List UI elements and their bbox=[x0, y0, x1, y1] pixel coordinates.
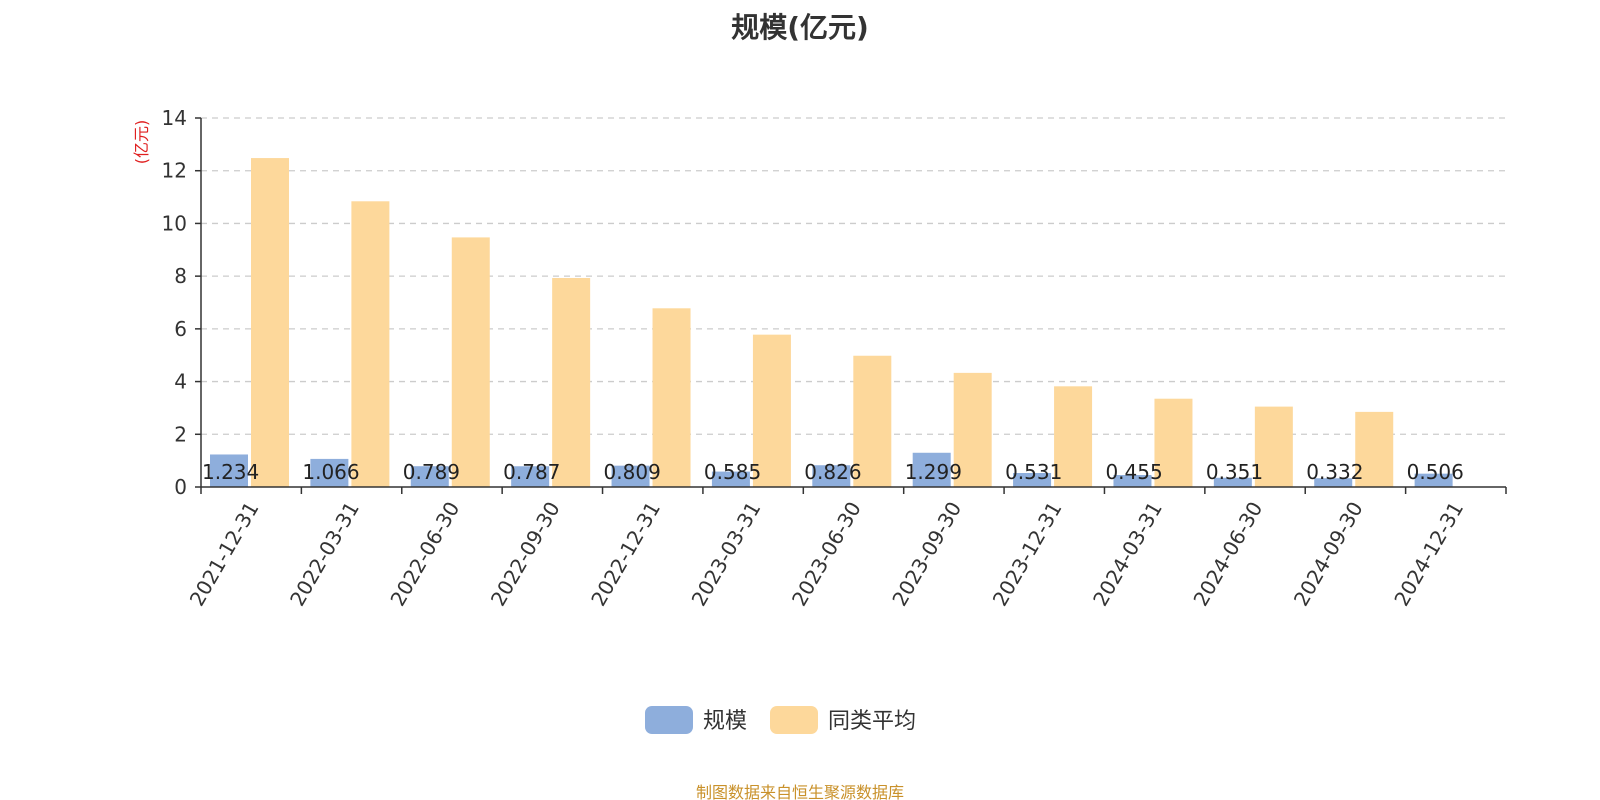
bar-scale bbox=[1314, 478, 1353, 487]
legend-label: 同类平均 bbox=[828, 709, 916, 734]
x-tick-label: 2023-09-30 bbox=[887, 498, 966, 611]
legend-swatch bbox=[770, 706, 818, 734]
y-tick-label: 12 bbox=[162, 159, 187, 183]
bar-category-average bbox=[1154, 398, 1193, 487]
y-tick-label: 14 bbox=[162, 106, 187, 130]
legend-item-scale[interactable]: 规模 bbox=[645, 706, 747, 734]
data-label-scale: 0.585 bbox=[704, 460, 761, 484]
data-label-scale: 0.787 bbox=[503, 460, 560, 484]
x-tick-label: 2023-03-31 bbox=[687, 498, 766, 611]
y-tick-label: 10 bbox=[162, 211, 187, 235]
bar-scale bbox=[912, 452, 951, 487]
data-label-scale: 0.351 bbox=[1206, 460, 1263, 484]
bar-category-average bbox=[451, 237, 490, 487]
data-labels: 1.234 1.066 0.789 0.787 0.809 0.585 0.826 1.299… bbox=[202, 460, 1464, 484]
bar-scale bbox=[1414, 473, 1453, 487]
legend-item-category-average[interactable]: 同类平均 bbox=[770, 706, 916, 734]
x-tick-label: 2023-06-30 bbox=[787, 498, 866, 611]
bar-category-average bbox=[953, 372, 992, 487]
y-tick-label: 8 bbox=[174, 264, 187, 288]
bar-category-average bbox=[552, 277, 591, 487]
x-tick-label: 2024-06-30 bbox=[1188, 498, 1267, 611]
bar-scale bbox=[310, 458, 349, 487]
bar-category-average bbox=[652, 308, 691, 487]
data-label-scale: 1.066 bbox=[302, 460, 359, 484]
source-note: 制图数据来自恒生聚源数据库 bbox=[695, 783, 904, 800]
chart-title: 规模(亿元) bbox=[731, 11, 869, 44]
data-label-scale: 1.299 bbox=[905, 460, 962, 484]
bar-scale bbox=[1213, 477, 1252, 487]
x-tick-label: 2023-12-31 bbox=[988, 498, 1067, 611]
legend-label: 规模 bbox=[703, 709, 747, 734]
y-tick-label: 4 bbox=[174, 370, 187, 394]
bar-category-average bbox=[752, 334, 791, 487]
data-label-scale: 0.809 bbox=[604, 460, 661, 484]
bar-scale bbox=[711, 471, 750, 487]
y-axis-unit-label: (亿元) bbox=[132, 120, 151, 165]
x-tick-label: 2024-12-31 bbox=[1389, 498, 1468, 611]
data-label-scale: 0.332 bbox=[1306, 460, 1363, 484]
y-tick-label: 6 bbox=[174, 317, 187, 341]
data-label-scale: 0.506 bbox=[1407, 460, 1464, 484]
x-tick-label: 2024-09-30 bbox=[1289, 498, 1368, 611]
x-tick-label: 2022-06-30 bbox=[385, 498, 464, 611]
bar-scale bbox=[210, 454, 248, 487]
bar-scale bbox=[1013, 473, 1052, 487]
bar-category-average bbox=[1054, 386, 1093, 487]
bar-scale bbox=[1113, 475, 1152, 487]
bar-category-average bbox=[1355, 411, 1394, 487]
bar-category-average bbox=[351, 201, 390, 487]
legend-swatch bbox=[645, 706, 693, 734]
x-tick-label: 2021-12-31 bbox=[185, 498, 264, 611]
bar-scale bbox=[611, 465, 650, 487]
bar-category-average bbox=[1254, 406, 1293, 487]
y-tick-label: 0 bbox=[174, 475, 187, 499]
axes: 0 2 4 6 8 10 12 14 (亿元) 2021-12-31 2022-03-31 2022-… bbox=[132, 106, 1507, 611]
data-label-scale: 0.455 bbox=[1105, 460, 1162, 484]
data-label-scale: 0.826 bbox=[804, 460, 861, 484]
x-tick-label: 2024-03-31 bbox=[1088, 498, 1167, 611]
x-tick-label: 2022-09-30 bbox=[486, 498, 565, 611]
bar-scale bbox=[812, 465, 851, 487]
y-tick-label: 2 bbox=[174, 422, 187, 446]
bar-category-average bbox=[853, 355, 892, 487]
bars bbox=[210, 158, 1453, 487]
x-tick-label: 2022-03-31 bbox=[285, 498, 364, 611]
data-label-scale: 0.531 bbox=[1005, 460, 1062, 484]
legend[interactable]: 规模 同类平均 bbox=[645, 706, 916, 734]
data-label-scale: 1.234 bbox=[202, 460, 259, 484]
x-tick-label: 2022-12-31 bbox=[586, 498, 665, 611]
bar-scale bbox=[511, 466, 550, 487]
data-label-scale: 0.789 bbox=[403, 460, 460, 484]
bar-scale bbox=[410, 466, 449, 487]
bar-category-average bbox=[251, 158, 289, 487]
